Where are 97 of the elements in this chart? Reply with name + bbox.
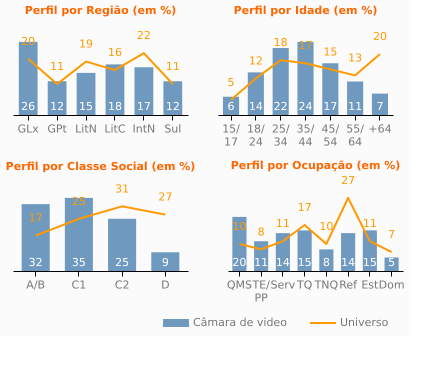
data-label: 12 [50,100,64,113]
x-tick-label: GLx [18,122,40,136]
x-tick-label: D [161,278,170,292]
data-label: 11 [50,60,64,74]
data-label: 11 [254,256,268,269]
data-label: 26 [21,100,36,113]
data-label: 13 [348,51,362,64]
data-label: 20 [21,34,36,48]
data-label: 5 [388,256,396,269]
data-label: 17 [298,200,312,214]
x-tick-label: 35/44 [296,122,315,148]
data-label: 27 [341,174,356,187]
data-label: 16 [108,46,122,60]
data-label: 22 [274,100,288,113]
bar [163,81,182,115]
data-label: 7 [376,100,384,113]
data-label: 17 [136,100,151,113]
x-tick-label: LitC [104,122,126,136]
x-tick-label: 18/24 [247,122,265,148]
x-tick-label: 25/34 [272,122,290,148]
data-label: 10 [319,220,334,233]
data-label: 18 [274,36,288,50]
bar [108,218,136,271]
data-label: 11 [348,100,362,113]
bar [64,198,93,271]
chart-title: Perfil por Classe Social (em %) [6,160,196,173]
bar [48,81,67,115]
bar [298,230,312,271]
x-tick-label: Est [361,278,380,292]
x-tick-label: Serv [270,278,296,292]
x-tick-label: Sul [164,122,182,136]
data-label: 18 [108,100,122,113]
data-label: 10 [232,220,246,233]
data-label: 11 [166,60,180,74]
x-tick-label: +64 [368,122,392,136]
data-label: 17 [28,212,43,225]
data-label: 11 [362,217,377,230]
data-label: 14 [341,256,356,269]
data-label: 12 [166,100,180,113]
data-label: 35 [72,256,86,269]
x-tick-label: TQ [296,278,313,292]
data-label: 25 [72,194,86,208]
bar [272,48,289,115]
data-label: 15 [323,45,338,58]
data-label: 17 [298,39,312,52]
data-label: 8 [258,225,265,238]
legend-label: Câmara de video [193,316,288,329]
chart-title: Perfil por Idade (em %) [234,4,378,17]
bar [134,67,154,115]
data-label: 11 [276,217,290,230]
data-label: 14 [248,100,263,113]
data-label: 20 [372,30,387,44]
bar [76,72,96,115]
x-tick-label: TNQ [314,278,339,292]
data-label: 24 [298,100,312,113]
bar [106,64,124,115]
x-tick-label: LitN [75,122,97,136]
x-tick-label: 15/17 [222,122,240,148]
data-label: 15 [79,100,94,113]
x-tick-label: C2 [114,278,130,292]
chart-title: Perfil por Região (em %) [24,4,176,17]
bar [297,42,314,115]
bar [347,82,364,115]
data-label: 20 [232,256,246,269]
chart-title: Perfil por Ocupação (em %) [230,158,400,172]
data-label: 22 [136,29,151,42]
x-tick-label: GPt [47,122,68,136]
bar [22,204,50,271]
x-tick-label: QMS [226,278,252,292]
data-label: 17 [323,100,338,113]
data-label: 32 [28,256,43,269]
data-label: 14 [276,256,290,269]
data-label: 7 [388,228,396,242]
bar [372,94,388,115]
bar [341,233,356,271]
data-label: 9 [162,256,169,269]
x-tick-label: 45/54 [321,122,340,148]
data-label: 8 [322,256,330,269]
data-label: 27 [158,190,172,204]
x-tick-label: A/B [26,278,46,292]
data-label: 25 [115,256,130,269]
data-label: 15 [362,256,377,269]
x-tick-label: IntN [132,122,156,136]
data-label: 12 [248,54,263,68]
x-tick-label: TE/PP [251,278,270,304]
data-label: 31 [115,182,130,196]
data-label: 19 [79,38,94,51]
data-label: 6 [228,100,235,113]
legend-label: Universo [340,316,389,329]
x-tick-label: C1 [72,278,86,292]
x-tick-label: 55/64 [346,122,364,148]
data-label: 15 [298,256,312,269]
x-tick-label: Ref [339,278,358,292]
x-tick-label: Dom [378,278,405,292]
data-label: 5 [228,76,235,89]
bar [151,252,180,271]
bar [322,63,338,115]
